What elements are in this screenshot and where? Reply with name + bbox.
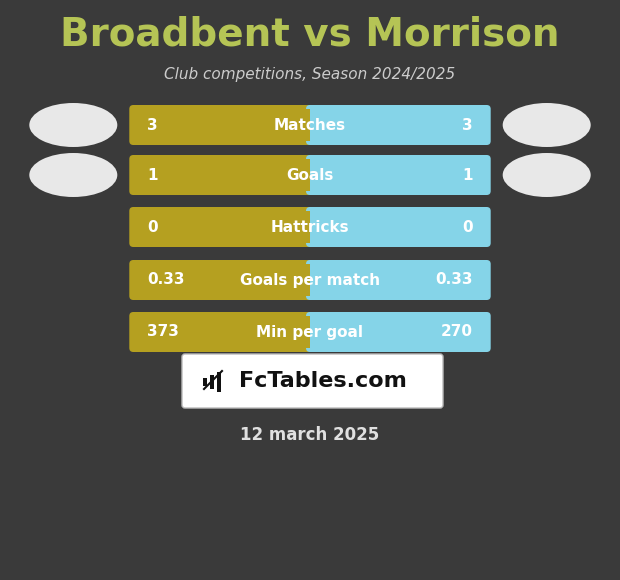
Bar bbox=[306, 316, 314, 348]
FancyBboxPatch shape bbox=[306, 105, 490, 145]
Bar bbox=[210, 375, 214, 389]
Bar bbox=[310, 211, 318, 243]
FancyBboxPatch shape bbox=[306, 207, 490, 247]
Text: 3: 3 bbox=[462, 118, 472, 132]
FancyBboxPatch shape bbox=[130, 312, 314, 352]
Text: 0: 0 bbox=[148, 219, 158, 234]
Bar bbox=[310, 109, 483, 141]
Bar bbox=[137, 109, 310, 141]
Bar bbox=[310, 316, 318, 348]
Ellipse shape bbox=[503, 153, 591, 197]
Ellipse shape bbox=[503, 103, 591, 147]
Bar bbox=[203, 378, 207, 386]
Text: 12 march 2025: 12 march 2025 bbox=[241, 426, 379, 444]
Text: 0.33: 0.33 bbox=[435, 273, 472, 288]
Text: 373: 373 bbox=[148, 324, 179, 339]
FancyBboxPatch shape bbox=[306, 312, 490, 352]
Text: Goals: Goals bbox=[286, 168, 334, 183]
Text: Goals per match: Goals per match bbox=[240, 273, 380, 288]
FancyBboxPatch shape bbox=[306, 260, 490, 300]
Bar bbox=[306, 109, 314, 141]
FancyBboxPatch shape bbox=[130, 207, 314, 247]
Bar bbox=[306, 211, 314, 243]
Bar bbox=[310, 316, 483, 348]
Bar bbox=[310, 159, 483, 191]
FancyBboxPatch shape bbox=[130, 105, 314, 145]
Text: Broadbent vs Morrison: Broadbent vs Morrison bbox=[60, 16, 560, 54]
FancyBboxPatch shape bbox=[130, 260, 314, 300]
Text: 1: 1 bbox=[462, 168, 472, 183]
Bar bbox=[217, 372, 221, 392]
Ellipse shape bbox=[29, 153, 117, 197]
FancyBboxPatch shape bbox=[130, 155, 314, 195]
Bar bbox=[310, 211, 483, 243]
FancyBboxPatch shape bbox=[182, 354, 443, 408]
Text: FcTables.com: FcTables.com bbox=[239, 371, 407, 391]
Bar bbox=[306, 264, 314, 296]
Bar bbox=[137, 264, 310, 296]
Text: Matches: Matches bbox=[274, 118, 346, 132]
Bar bbox=[310, 264, 318, 296]
Text: Club competitions, Season 2024/2025: Club competitions, Season 2024/2025 bbox=[164, 67, 456, 82]
Bar bbox=[310, 109, 318, 141]
Text: 0: 0 bbox=[462, 219, 472, 234]
Bar bbox=[310, 264, 483, 296]
Bar bbox=[137, 316, 310, 348]
Text: 3: 3 bbox=[148, 118, 158, 132]
Text: 270: 270 bbox=[441, 324, 472, 339]
Text: Min per goal: Min per goal bbox=[257, 324, 363, 339]
FancyBboxPatch shape bbox=[306, 155, 490, 195]
Bar bbox=[137, 159, 310, 191]
Text: 1: 1 bbox=[148, 168, 158, 183]
Bar bbox=[306, 159, 314, 191]
Bar bbox=[137, 211, 310, 243]
Ellipse shape bbox=[29, 103, 117, 147]
Text: Hattricks: Hattricks bbox=[271, 219, 349, 234]
Text: 0.33: 0.33 bbox=[148, 273, 185, 288]
Bar bbox=[310, 159, 318, 191]
